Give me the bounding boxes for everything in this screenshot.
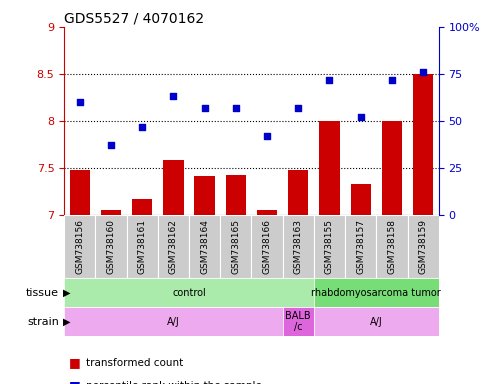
Text: GSM738155: GSM738155 (325, 219, 334, 274)
Bar (132, 199, 152, 215)
Text: GSM738158: GSM738158 (387, 219, 396, 274)
Bar (257, 210, 277, 215)
Point (232, 105, 240, 111)
Point (170, 93, 177, 99)
Text: GSM738165: GSM738165 (231, 219, 240, 274)
Bar (314, 278, 439, 307)
Text: GSM738157: GSM738157 (356, 219, 365, 274)
Bar (282, 215, 314, 278)
Text: GSM738164: GSM738164 (200, 219, 209, 274)
Point (388, 76, 396, 83)
Point (263, 133, 271, 139)
Bar (64, 278, 314, 307)
Bar (319, 121, 340, 215)
Text: control: control (172, 288, 206, 298)
Text: GSM738156: GSM738156 (75, 219, 84, 274)
Bar (158, 215, 189, 278)
Bar (351, 184, 371, 215)
Text: BALB
/c: BALB /c (285, 311, 311, 333)
Bar (382, 121, 402, 215)
Text: A/J: A/J (370, 316, 383, 327)
Bar (189, 215, 220, 278)
Text: strain: strain (27, 316, 59, 327)
Bar (345, 215, 376, 278)
Bar (376, 215, 408, 278)
Point (201, 105, 209, 111)
Text: GSM738162: GSM738162 (169, 219, 178, 274)
Bar (127, 215, 158, 278)
Text: ■: ■ (69, 379, 81, 384)
Point (325, 76, 333, 83)
Text: ■: ■ (69, 356, 81, 369)
Bar (64, 307, 282, 336)
Bar (163, 161, 183, 215)
Text: GSM738159: GSM738159 (419, 219, 427, 274)
Text: GSM738161: GSM738161 (138, 219, 146, 274)
Bar (408, 215, 439, 278)
Text: tissue: tissue (26, 288, 59, 298)
Text: GSM738166: GSM738166 (263, 219, 272, 274)
Point (357, 114, 365, 120)
Bar (220, 215, 251, 278)
Bar (194, 175, 215, 215)
Bar (413, 74, 433, 215)
Bar (314, 307, 439, 336)
Text: A/J: A/J (167, 316, 180, 327)
Bar (101, 210, 121, 215)
Text: ▶: ▶ (63, 316, 70, 327)
Text: rhabdomyosarcoma tumor: rhabdomyosarcoma tumor (312, 288, 441, 298)
Text: ▶: ▶ (63, 288, 70, 298)
Text: transformed count: transformed count (86, 358, 183, 368)
Text: percentile rank within the sample: percentile rank within the sample (86, 381, 262, 384)
Bar (64, 215, 95, 278)
Point (294, 105, 302, 111)
Text: GSM738160: GSM738160 (106, 219, 115, 274)
Bar (251, 215, 282, 278)
Bar (70, 170, 90, 215)
Text: GSM738163: GSM738163 (294, 219, 303, 274)
Text: GDS5527 / 4070162: GDS5527 / 4070162 (64, 12, 204, 26)
Bar (314, 215, 345, 278)
Bar (282, 307, 314, 336)
Point (76, 99, 84, 105)
Bar (288, 170, 309, 215)
Bar (226, 175, 246, 215)
Point (138, 124, 146, 130)
Bar (95, 215, 127, 278)
Point (419, 69, 427, 75)
Point (107, 142, 115, 149)
